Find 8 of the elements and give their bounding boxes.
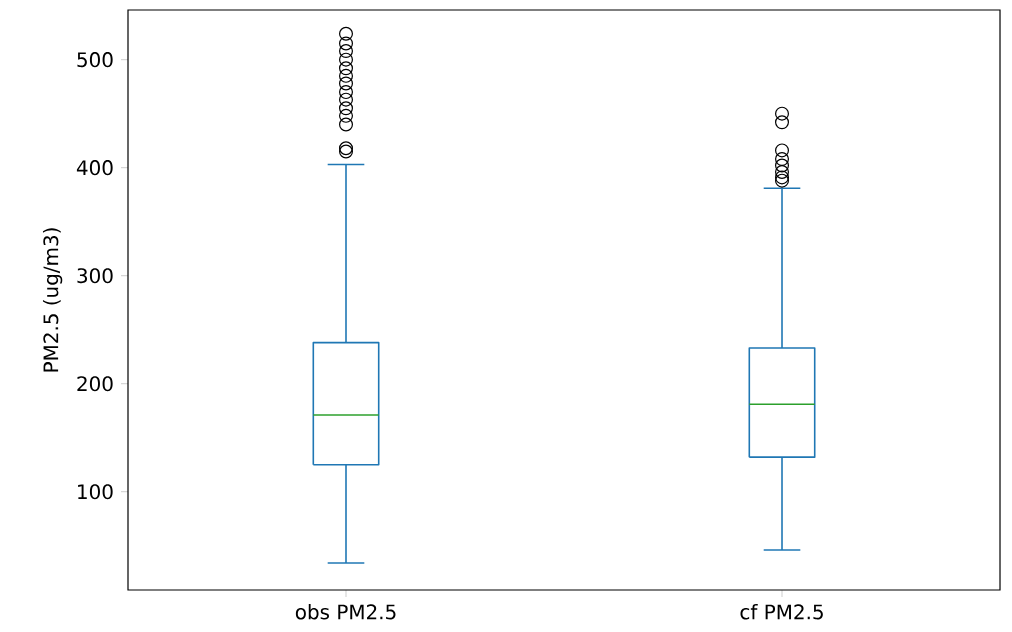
y-axis-title: PM2.5 (ug/m3) bbox=[42, 228, 63, 372]
y-tick-label: 200 bbox=[77, 376, 113, 392]
y-tick-label: 400 bbox=[76, 160, 113, 176]
y-tick-label: 100 bbox=[78, 484, 113, 500]
y-tick-label: 300 bbox=[77, 268, 113, 284]
x-tick-label: obs PM2.5 bbox=[295, 604, 396, 620]
y-tick-label: 500 bbox=[77, 52, 113, 68]
x-tick-label: cf PM2.5 bbox=[740, 604, 823, 620]
